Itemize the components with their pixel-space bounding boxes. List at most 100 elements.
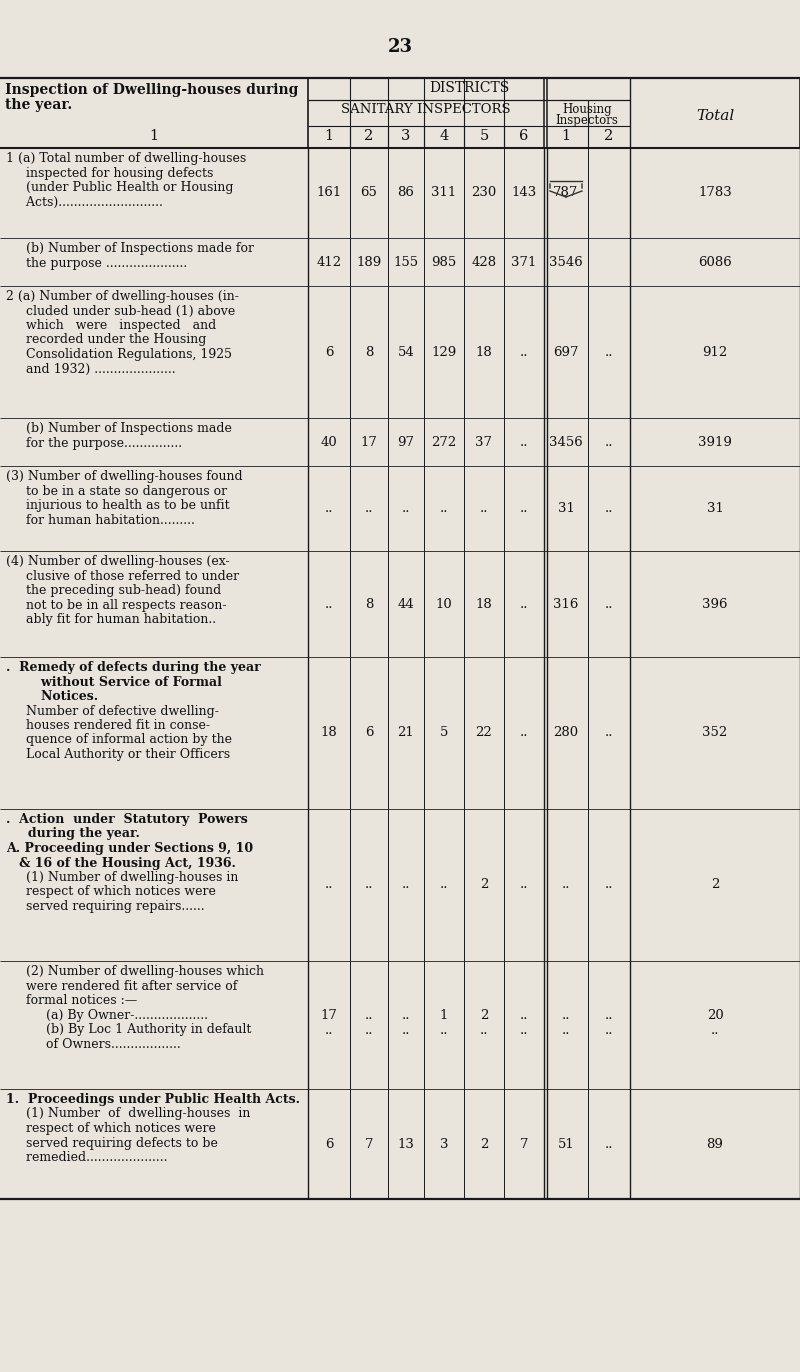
Text: (3) Number of dwelling-houses found: (3) Number of dwelling-houses found: [6, 471, 242, 483]
Text: ..: ..: [440, 1024, 448, 1037]
Text: not to be in all respects reason-: not to be in all respects reason-: [6, 598, 226, 612]
Text: 1 (a) Total number of dwelling-houses: 1 (a) Total number of dwelling-houses: [6, 152, 246, 165]
Text: 22: 22: [476, 727, 492, 740]
Text: A. Proceeding under Sections 9, 10: A. Proceeding under Sections 9, 10: [6, 842, 253, 855]
Text: ..: ..: [605, 1010, 614, 1022]
Text: ably fit for human habitation..: ably fit for human habitation..: [6, 613, 216, 626]
Text: 18: 18: [321, 727, 338, 740]
Text: (b) Number of Inspections made for: (b) Number of Inspections made for: [6, 241, 254, 255]
Text: 316: 316: [554, 597, 578, 611]
Text: 51: 51: [558, 1137, 574, 1151]
Text: .  Action  under  Statutory  Powers: . Action under Statutory Powers: [6, 814, 248, 826]
Text: 4: 4: [439, 129, 449, 143]
Text: respect of which notices were: respect of which notices were: [6, 885, 216, 899]
Text: ..: ..: [402, 878, 410, 892]
Text: quence of informal action by the: quence of informal action by the: [6, 734, 232, 746]
Text: 17: 17: [321, 1010, 338, 1022]
Text: 6: 6: [519, 129, 529, 143]
Text: ..: ..: [562, 1010, 570, 1022]
Text: which   were   inspected   and: which were inspected and: [6, 320, 216, 332]
Text: ..: ..: [325, 878, 334, 892]
Text: without Service of Formal: without Service of Formal: [6, 675, 222, 689]
Text: (1) Number of dwelling-houses in: (1) Number of dwelling-houses in: [6, 871, 238, 884]
Text: ..: ..: [520, 1010, 528, 1022]
Text: the purpose .....................: the purpose .....................: [6, 257, 187, 269]
Text: ..: ..: [440, 502, 448, 514]
Text: 272: 272: [431, 435, 457, 449]
Text: ..: ..: [365, 1024, 374, 1037]
Text: ..: ..: [520, 502, 528, 514]
Text: ..: ..: [605, 502, 614, 514]
Text: clusive of those referred to under: clusive of those referred to under: [6, 569, 239, 583]
Text: (a) By Owner-...................: (a) By Owner-...................: [6, 1008, 208, 1022]
Text: 5: 5: [479, 129, 489, 143]
Text: 311: 311: [431, 187, 457, 199]
Text: 1: 1: [150, 129, 158, 143]
Text: 6: 6: [365, 727, 374, 740]
Text: 2: 2: [480, 878, 488, 892]
Text: ..: ..: [605, 597, 614, 611]
Text: 17: 17: [361, 435, 378, 449]
Text: Local Authority or their Officers: Local Authority or their Officers: [6, 748, 230, 761]
Text: 280: 280: [554, 727, 578, 740]
Text: ..: ..: [562, 1024, 570, 1037]
Text: 129: 129: [431, 346, 457, 358]
Text: during the year.: during the year.: [6, 827, 140, 841]
Text: recorded under the Housing: recorded under the Housing: [6, 333, 206, 347]
Text: 5: 5: [440, 727, 448, 740]
Text: 230: 230: [471, 187, 497, 199]
Text: 23: 23: [387, 38, 413, 56]
Text: .  Remedy of defects during the year: . Remedy of defects during the year: [6, 661, 261, 674]
Text: served requiring repairs......: served requiring repairs......: [6, 900, 205, 912]
Text: the preceding sub-head) found: the preceding sub-head) found: [6, 584, 222, 597]
Text: ..: ..: [402, 502, 410, 514]
Text: 37: 37: [475, 435, 493, 449]
Text: 352: 352: [702, 727, 728, 740]
Text: were rendered fit after service of: were rendered fit after service of: [6, 980, 238, 992]
Text: to be in a state so dangerous or: to be in a state so dangerous or: [6, 484, 227, 498]
Text: 86: 86: [398, 187, 414, 199]
Text: ..: ..: [562, 878, 570, 892]
Text: Housing: Housing: [562, 103, 612, 117]
Text: 21: 21: [398, 727, 414, 740]
Text: ..: ..: [520, 1024, 528, 1037]
Text: 412: 412: [317, 255, 342, 269]
Text: ..: ..: [480, 502, 488, 514]
Text: (under Public Health or Housing: (under Public Health or Housing: [6, 181, 234, 193]
Text: ..: ..: [605, 878, 614, 892]
Text: 161: 161: [316, 187, 342, 199]
Text: 1783: 1783: [698, 187, 732, 199]
Text: 985: 985: [431, 255, 457, 269]
Text: Inspectors: Inspectors: [555, 114, 618, 128]
Text: ..: ..: [520, 435, 528, 449]
Text: of Owners..................: of Owners..................: [6, 1037, 181, 1051]
Text: Acts)...........................: Acts)...........................: [6, 195, 163, 209]
Text: remedied.....................: remedied.....................: [6, 1151, 167, 1163]
Text: 10: 10: [436, 597, 452, 611]
Text: SANITARY INSPECTORS: SANITARY INSPECTORS: [341, 103, 511, 117]
Text: 18: 18: [476, 346, 492, 358]
Text: 7: 7: [365, 1137, 374, 1151]
Text: 3: 3: [402, 129, 410, 143]
Text: 6: 6: [325, 346, 334, 358]
Text: ..: ..: [365, 1010, 374, 1022]
Text: (b) Number of Inspections made: (b) Number of Inspections made: [6, 423, 232, 435]
Text: ..: ..: [520, 727, 528, 740]
Text: DISTRICTS: DISTRICTS: [429, 81, 509, 95]
Text: for human habitation.........: for human habitation.........: [6, 513, 195, 527]
Text: (b) By Loc 1 Authority in default: (b) By Loc 1 Authority in default: [6, 1024, 251, 1036]
Text: 13: 13: [398, 1137, 414, 1151]
Text: Total: Total: [696, 108, 734, 123]
Text: ..: ..: [325, 597, 334, 611]
Text: ..: ..: [365, 878, 374, 892]
Text: 44: 44: [398, 597, 414, 611]
Text: Notices.: Notices.: [6, 690, 98, 702]
Text: ..: ..: [325, 1024, 334, 1037]
Text: 787: 787: [554, 187, 578, 199]
Text: 65: 65: [361, 187, 378, 199]
Text: 3546: 3546: [549, 255, 583, 269]
Text: ..: ..: [605, 346, 614, 358]
Text: 155: 155: [394, 255, 418, 269]
Text: 371: 371: [511, 255, 537, 269]
Text: served requiring defects to be: served requiring defects to be: [6, 1136, 218, 1150]
